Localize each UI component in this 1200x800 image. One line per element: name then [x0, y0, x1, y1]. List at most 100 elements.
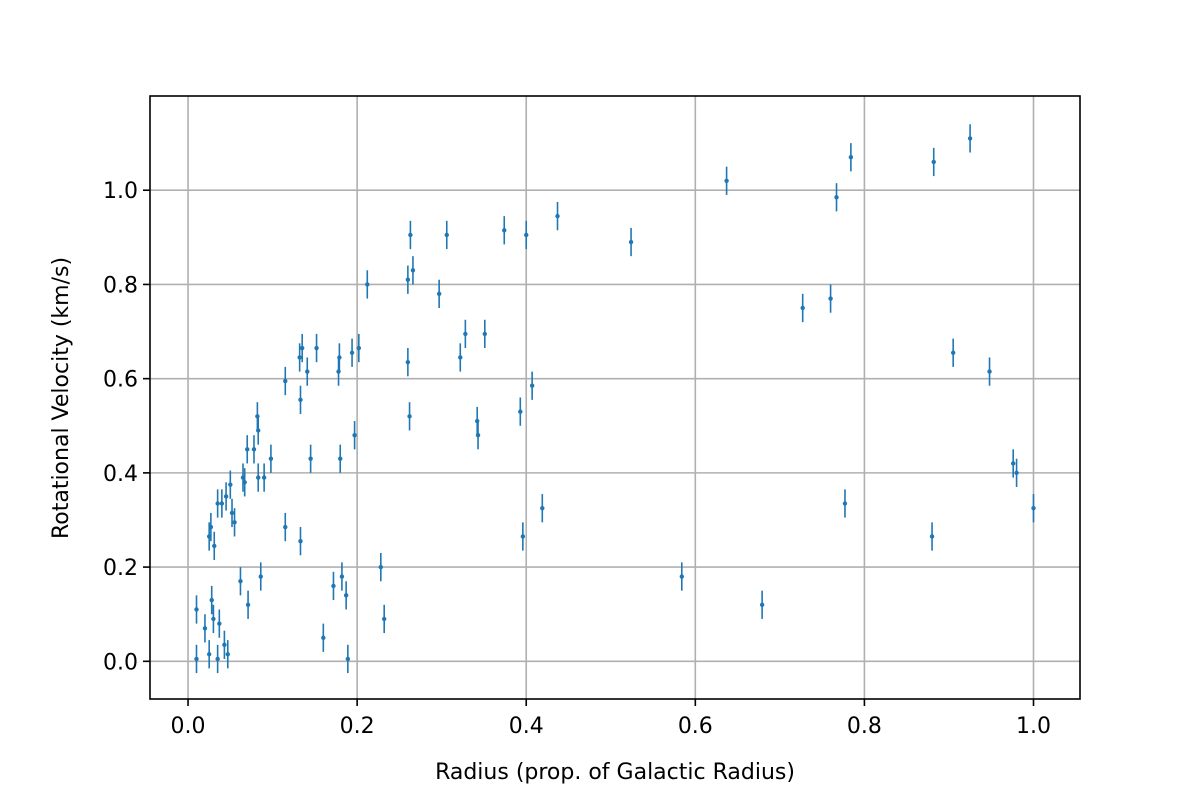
- point-marker: [305, 369, 310, 374]
- point-marker: [628, 239, 634, 245]
- data-point: [242, 468, 247, 497]
- plot-frame: [149, 95, 1081, 700]
- point-marker: [343, 593, 349, 598]
- data-point: [524, 220, 529, 250]
- point-marker: [408, 232, 413, 238]
- point-marker: [834, 195, 839, 200]
- data-point: [339, 562, 345, 591]
- data-point: [314, 333, 319, 363]
- point-marker: [482, 331, 487, 337]
- point-marker: [1011, 461, 1016, 466]
- data-point: [202, 614, 208, 643]
- point-marker: [848, 155, 854, 160]
- point-marker: [256, 428, 261, 433]
- data-point: [338, 444, 343, 473]
- data-point: [211, 604, 216, 634]
- y-tick-label: 0.8: [103, 273, 138, 298]
- data-point: [232, 508, 237, 537]
- data-point: [222, 630, 227, 659]
- data-point: [410, 256, 416, 285]
- point-marker: [929, 534, 935, 539]
- point-marker: [194, 656, 199, 662]
- point-marker: [987, 369, 992, 374]
- data-point: [194, 595, 199, 624]
- data-point: [475, 421, 481, 450]
- data-point: [308, 444, 313, 473]
- point-marker: [950, 350, 956, 355]
- point-marker: [436, 291, 442, 297]
- data-point: [337, 343, 342, 372]
- point-marker: [828, 296, 833, 301]
- data-point: [555, 201, 560, 231]
- data-point: [518, 397, 523, 426]
- data-point: [245, 435, 250, 464]
- point-marker: [518, 409, 523, 414]
- data-point: [299, 333, 305, 363]
- point-marker: [842, 501, 848, 506]
- data-point: [258, 562, 263, 591]
- point-marker: [298, 397, 303, 403]
- data-point: [297, 343, 302, 372]
- point-marker: [555, 213, 560, 219]
- data-point: [345, 644, 351, 674]
- data-point: [724, 166, 729, 195]
- point-marker: [405, 277, 411, 282]
- point-marker: [381, 616, 387, 622]
- point-marker: [759, 602, 765, 607]
- data-point: [842, 489, 848, 518]
- point-marker: [223, 494, 229, 499]
- point-marker: [261, 475, 267, 480]
- data-point: [1011, 449, 1016, 478]
- point-marker: [229, 510, 235, 516]
- point-marker: [194, 607, 199, 612]
- point-marker: [520, 534, 526, 539]
- point-marker: [217, 621, 222, 626]
- point-marker: [540, 506, 545, 511]
- data-point: [206, 640, 212, 669]
- point-marker: [256, 475, 261, 480]
- data-point: [256, 463, 261, 492]
- data-point: [378, 552, 384, 582]
- x-axis-label: Radius (prop. of Galactic Radius): [435, 760, 795, 785]
- data-point: [194, 644, 199, 674]
- data-point: [215, 489, 220, 518]
- point-marker: [345, 656, 351, 662]
- data-point: [800, 293, 805, 323]
- data-point: [828, 284, 833, 313]
- point-marker: [337, 355, 342, 360]
- data-point: [967, 124, 973, 153]
- point-marker: [1031, 506, 1036, 511]
- data-point: [436, 279, 442, 308]
- data-point: [223, 482, 229, 511]
- data-point: [228, 470, 233, 499]
- point-marker: [222, 642, 227, 648]
- data-point: [482, 319, 487, 349]
- point-marker: [202, 626, 208, 631]
- point-marker: [378, 564, 384, 570]
- y-tick-label: 0.4: [103, 462, 138, 487]
- data-point: [251, 435, 257, 464]
- data-point: [321, 623, 326, 652]
- point-marker: [238, 579, 243, 584]
- data-point: [283, 512, 288, 542]
- data-point: [1031, 494, 1036, 523]
- data-point: [381, 604, 387, 634]
- data-point: [356, 333, 362, 363]
- point-marker: [352, 432, 357, 438]
- y-tick-label: 1.0: [103, 179, 138, 204]
- data-point: [405, 348, 411, 377]
- point-marker: [339, 574, 345, 579]
- data-point: [458, 343, 463, 372]
- point-marker: [251, 447, 257, 452]
- x-tick-label: 0.2: [340, 714, 375, 739]
- data-point: [628, 227, 634, 257]
- y-tick-label: 0.2: [103, 556, 138, 581]
- point-marker: [407, 414, 412, 419]
- point-marker: [211, 616, 216, 622]
- grid: [150, 96, 1080, 699]
- point-marker: [349, 350, 355, 355]
- data-point: [215, 644, 220, 674]
- point-marker: [931, 159, 936, 165]
- point-marker: [298, 538, 303, 544]
- point-marker: [219, 501, 225, 506]
